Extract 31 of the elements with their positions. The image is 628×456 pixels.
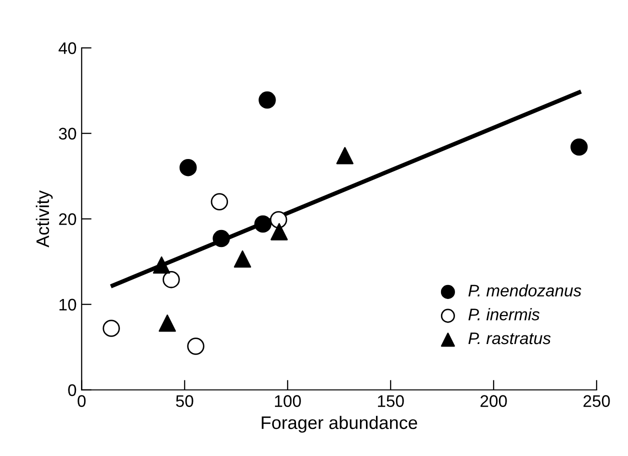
point [187,338,204,355]
y-tick-label: 40 [58,42,76,54]
x-tick-label: 0 [78,395,86,407]
legend-label: P. inermis [468,308,540,320]
point [258,91,276,109]
y-tick-label: 30 [58,128,76,140]
point [570,138,588,156]
point [336,146,354,164]
point [270,211,288,228]
legend-label: P. mendozanus [468,284,582,296]
y-axis-title: Activity [36,190,53,248]
point [254,215,272,233]
x-tick-label: 150 [378,395,404,407]
y-tick-label: 10 [60,298,76,311]
x-tick-label: 200 [480,395,507,407]
point [210,193,228,210]
point [270,223,288,240]
point [102,320,120,337]
x-tick-label: 50 [176,395,194,407]
y-tick-label: 0 [68,384,76,396]
point [158,314,176,332]
x-tick-label: 250 [584,395,610,407]
point [180,158,197,176]
point [234,250,252,268]
y-tick-label: 20 [59,213,76,226]
x-tick-label: 100 [274,395,301,407]
point [162,270,180,288]
point [152,256,170,274]
legend-label: P. rastratus [468,332,551,344]
point [212,230,230,248]
x-axis-title: Forager abundance [262,416,418,433]
